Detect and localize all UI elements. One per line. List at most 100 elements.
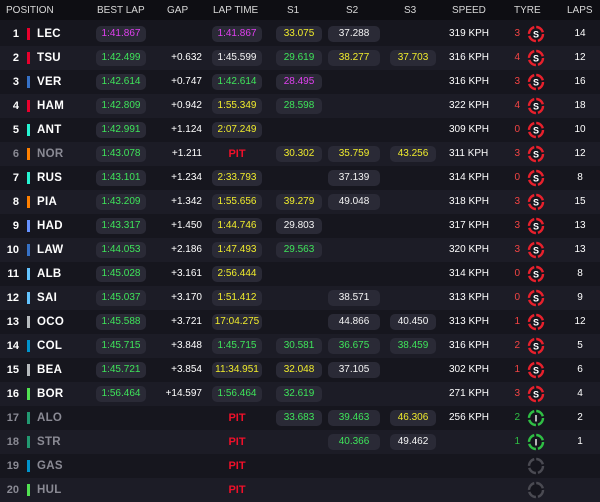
sector-s2-time: 49.048 bbox=[328, 194, 380, 210]
table-row[interactable]: 2 TSU 1:42.499 +0.632 1:45.599 29.619 38.277 37… bbox=[0, 46, 600, 70]
best-lap-time: 1:45.721 bbox=[96, 362, 146, 378]
table-row[interactable]: 19 GAS PIT bbox=[0, 454, 600, 478]
table-row[interactable]: 1 LEC 1:41.867 1:41.867 33.075 37.288 319 KPH 3… bbox=[0, 22, 600, 46]
tyre-age: 3 bbox=[514, 244, 520, 255]
last-lap-time: 2:07.249 bbox=[212, 122, 262, 138]
sector-s1-time: 33.075 bbox=[276, 26, 322, 42]
laps-count: 6 bbox=[577, 364, 583, 375]
soft-tyre-icon: S bbox=[527, 265, 545, 283]
soft-tyre-icon: S bbox=[527, 385, 545, 403]
speed-value: 302 KPH bbox=[449, 364, 490, 375]
team-color-bar bbox=[27, 340, 30, 352]
soft-tyre-icon: S bbox=[527, 217, 545, 235]
soft-tyre-icon: S bbox=[527, 49, 545, 67]
gap-to-leader: +1.124 bbox=[171, 124, 202, 135]
position-number: 3 bbox=[12, 76, 19, 88]
table-row[interactable]: 13 OCO 1:45.588 +3.721 17:04.275 44.866 40.450… bbox=[0, 310, 600, 334]
header-lap-time: LAP TIME bbox=[213, 5, 259, 16]
sector-s1-time: 32.048 bbox=[276, 362, 322, 378]
table-row[interactable]: 15 BEA 1:45.721 +3.854 11:34.951 32.048 37.105… bbox=[0, 358, 600, 382]
tyre-compound-label: S bbox=[533, 198, 539, 208]
last-lap-time: 2:56.444 bbox=[212, 266, 262, 282]
tyre-age: 1 bbox=[514, 364, 520, 375]
driver-code: PIA bbox=[37, 196, 58, 208]
soft-tyre-icon: S bbox=[527, 73, 545, 91]
best-lap-time: 1:43.317 bbox=[96, 218, 146, 234]
speed-value: 316 KPH bbox=[449, 76, 490, 87]
sector-s1-time: 39.279 bbox=[276, 194, 322, 210]
best-lap-time: 1:42.499 bbox=[96, 50, 146, 66]
driver-code: STR bbox=[37, 436, 61, 448]
table-row[interactable]: 11 ALB 1:45.028 +3.161 2:56.444 314 KPH 0 S 8 bbox=[0, 262, 600, 286]
position-number: 8 bbox=[12, 196, 19, 208]
position-number: 6 bbox=[12, 148, 19, 160]
tyre-compound-label: S bbox=[533, 78, 539, 88]
table-row[interactable]: 17 ALO PIT 33.683 39.463 46.306 256 KPH 2 I 2 bbox=[0, 406, 600, 430]
best-lap-time: 1:45.588 bbox=[96, 314, 146, 330]
table-row[interactable]: 18 STR PIT 40.366 49.462 1 I 1 bbox=[0, 430, 600, 454]
header-best-lap: BEST LAP bbox=[97, 5, 145, 16]
driver-code: NOR bbox=[37, 148, 64, 160]
best-lap-time: 1:45.037 bbox=[96, 290, 146, 306]
last-lap-time: 1:44.746 bbox=[212, 218, 262, 234]
tyre-age: 3 bbox=[514, 388, 520, 399]
best-lap-time: 1:45.028 bbox=[96, 266, 146, 282]
best-lap-time: 1:43.101 bbox=[96, 170, 146, 186]
team-color-bar bbox=[27, 196, 30, 208]
table-row[interactable]: 4 HAM 1:42.809 +0.942 1:55.349 28.598 322 KPH 4… bbox=[0, 94, 600, 118]
soft-tyre-icon: S bbox=[527, 25, 545, 43]
team-color-bar bbox=[27, 412, 30, 424]
team-color-bar bbox=[27, 172, 30, 184]
gap-to-leader: +1.211 bbox=[171, 148, 202, 159]
sector-s1-time: 32.619 bbox=[276, 386, 322, 402]
table-row[interactable]: 16 BOR 1:56.464 +14.597 1:56.464 32.619 271 KP… bbox=[0, 382, 600, 406]
speed-value: 313 KPH bbox=[449, 316, 490, 327]
sector-s3-time: 43.256 bbox=[390, 146, 436, 162]
table-row[interactable]: 9 HAD 1:43.317 +1.450 1:44.746 29.803 317 KPH 3… bbox=[0, 214, 600, 238]
tyre-age: 2 bbox=[514, 340, 520, 351]
last-lap-time: 11:34.951 bbox=[212, 362, 262, 378]
table-row[interactable]: 8 PIA 1:43.209 +1.342 1:55.656 39.279 49.048 31… bbox=[0, 190, 600, 214]
tyre-age: 0 bbox=[514, 292, 520, 303]
tyre-compound-label: S bbox=[533, 294, 539, 304]
table-row[interactable]: 7 RUS 1:43.101 +1.234 2:33.793 37.139 314 KPH 0… bbox=[0, 166, 600, 190]
table-row[interactable]: 3 VER 1:42.614 +0.747 1:42.614 28.495 316 KPH 3… bbox=[0, 70, 600, 94]
sector-s2-time: 37.288 bbox=[328, 26, 380, 42]
tyre-compound-label: I bbox=[535, 438, 538, 448]
table-row[interactable]: 12 SAI 1:45.037 +3.170 1:51.412 38.571 313 KPH… bbox=[0, 286, 600, 310]
driver-code: OCO bbox=[37, 316, 65, 328]
team-color-bar bbox=[27, 244, 30, 256]
gap-to-leader: +1.342 bbox=[171, 196, 202, 207]
team-color-bar bbox=[27, 148, 30, 160]
tyre-age: 2 bbox=[514, 412, 520, 423]
team-color-bar bbox=[27, 268, 30, 280]
table-row[interactable]: 6 NOR 1:43.078 +1.211 PIT 30.302 35.759 43.256 3… bbox=[0, 142, 600, 166]
soft-tyre-icon: S bbox=[527, 313, 545, 331]
team-color-bar bbox=[27, 460, 30, 472]
last-lap-time: 1:45.599 bbox=[212, 50, 262, 66]
tyre-compound-label: S bbox=[533, 246, 539, 256]
tyre-age: 1 bbox=[514, 316, 520, 327]
table-row[interactable]: 20 HUL PIT bbox=[0, 478, 600, 502]
laps-count: 12 bbox=[574, 148, 586, 159]
sector-s1-time: 29.803 bbox=[276, 218, 322, 234]
sector-s2-time: 40.366 bbox=[328, 434, 380, 450]
header-s3: S3 bbox=[404, 5, 417, 16]
tyre-age: 3 bbox=[514, 220, 520, 231]
position-number: 4 bbox=[12, 100, 19, 112]
speed-value: 309 KPH bbox=[449, 124, 490, 135]
table-row[interactable]: 5 ANT 1:42.991 +1.124 2:07.249 309 KPH 0 S 10 bbox=[0, 118, 600, 142]
team-color-bar bbox=[27, 76, 30, 88]
best-lap-time: 1:44.053 bbox=[96, 242, 146, 258]
speed-value: 318 KPH bbox=[449, 196, 490, 207]
header-position: POSITION bbox=[6, 5, 54, 16]
laps-count: 15 bbox=[574, 196, 586, 207]
sector-s2-time: 37.139 bbox=[328, 170, 380, 186]
sector-s1-time: 33.683 bbox=[276, 410, 322, 426]
soft-tyre-icon: S bbox=[527, 241, 545, 259]
position-number: 18 bbox=[6, 436, 19, 448]
table-row[interactable]: 14 COL 1:45.715 +3.848 1:45.715 30.581 36.675 3… bbox=[0, 334, 600, 358]
tyre-unknown-icon bbox=[527, 481, 545, 499]
table-row[interactable]: 10 LAW 1:44.053 +2.186 1:47.493 29.563 320 KPH… bbox=[0, 238, 600, 262]
header-laps: LAPS bbox=[567, 5, 593, 16]
